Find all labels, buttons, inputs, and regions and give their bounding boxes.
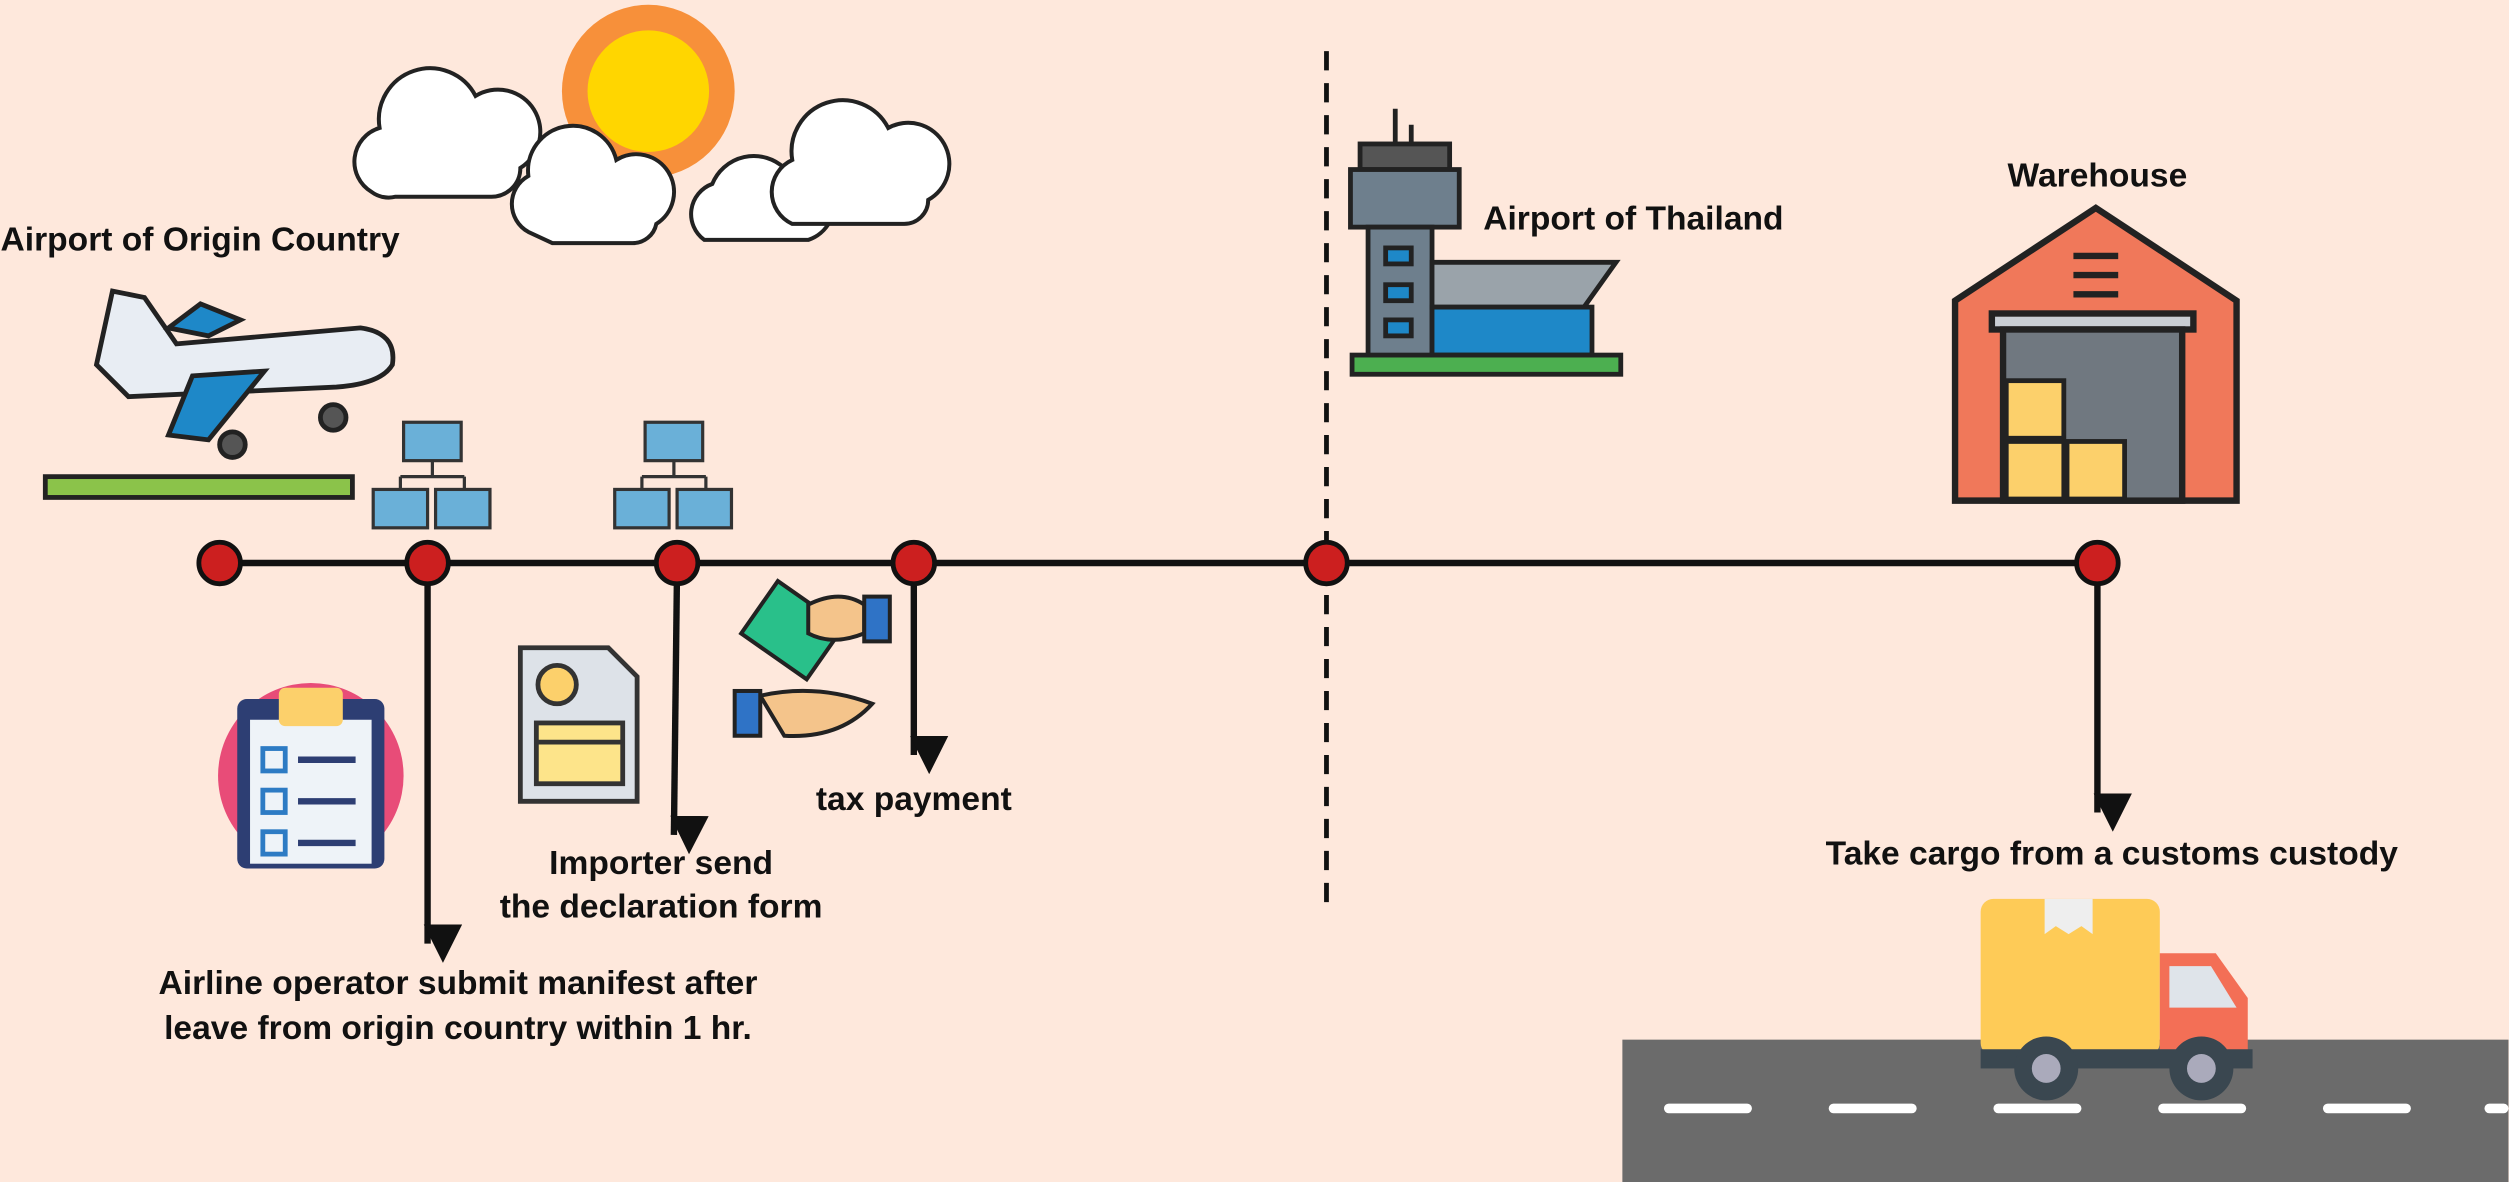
location-label: Warehouse: [2008, 157, 2188, 194]
airport-icon: [1348, 108, 1624, 377]
checklist-icon: [218, 682, 404, 869]
location-label: Airport of Origin Country: [1, 221, 400, 258]
step-label: Airline operator submit manifest after: [159, 965, 758, 1002]
invoice-icon: [517, 645, 640, 804]
step-label: tax payment: [816, 781, 1012, 818]
step-label: Importer send: [549, 845, 773, 882]
network-icon: [371, 420, 734, 530]
timeline: [219, 51, 2132, 963]
clouds-icon: [352, 66, 952, 246]
plane-icon: [42, 288, 396, 500]
step-label: Take cargo from a customs custody: [1826, 836, 2399, 873]
sun-icon: [561, 4, 735, 178]
step-label: leave from origin country within 1 hr.: [164, 1010, 752, 1047]
location-label: Airport of Thailand: [1483, 201, 1783, 238]
timeline-dots: [196, 539, 2121, 587]
truck-icon: [1980, 898, 2253, 1101]
step-label: the declaration form: [500, 888, 823, 925]
warehouse-icon: [1951, 204, 2240, 504]
payment-icon: [732, 578, 892, 739]
